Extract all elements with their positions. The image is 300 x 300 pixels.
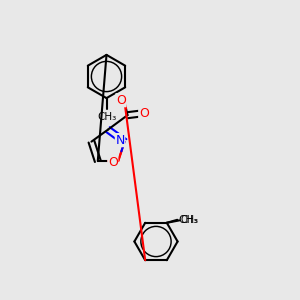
Text: CH₃: CH₃ — [179, 215, 198, 225]
Text: O: O — [116, 94, 126, 107]
Text: N: N — [116, 134, 125, 147]
Text: O: O — [108, 156, 118, 169]
Text: CH₃: CH₃ — [97, 112, 116, 122]
Text: CH₃: CH₃ — [180, 215, 198, 225]
Text: O: O — [139, 107, 148, 120]
